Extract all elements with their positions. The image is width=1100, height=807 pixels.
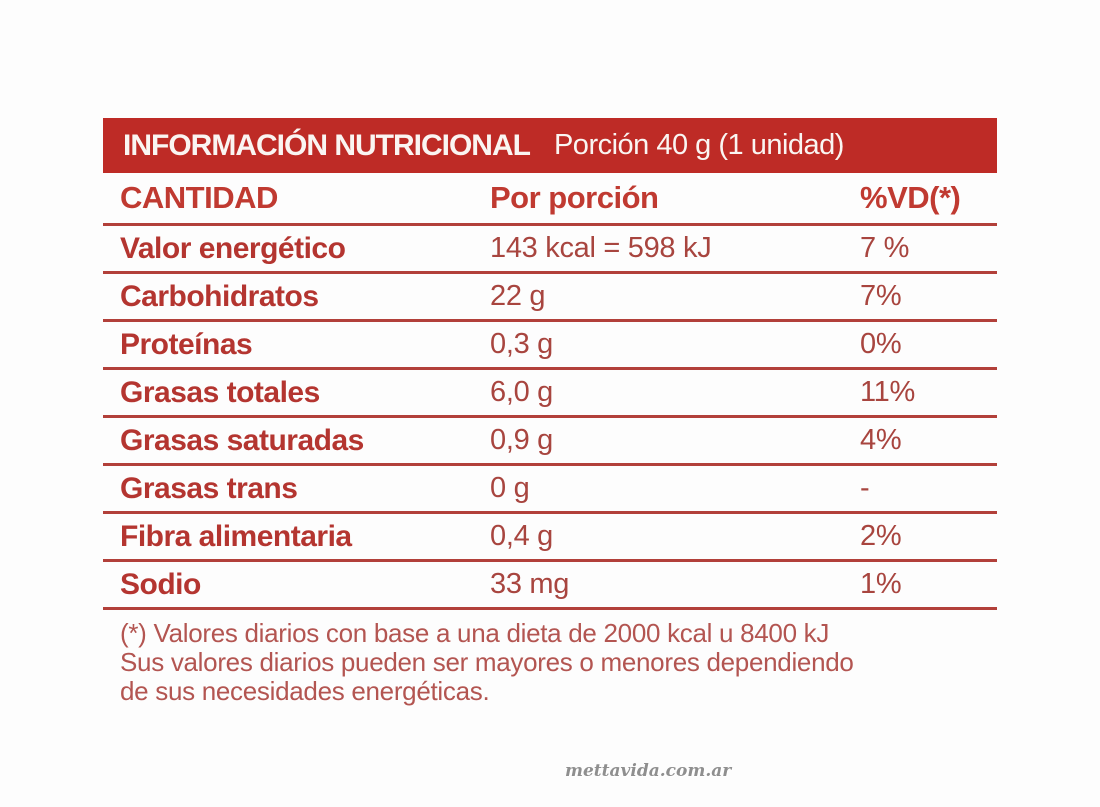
- nutrient-name: Grasas saturadas: [120, 423, 364, 457]
- nutrient-name: Valor energético: [120, 231, 346, 265]
- nutrient-row: Sodio 33 mg 1%: [103, 562, 997, 610]
- nutrient-amount: 33 mg: [490, 568, 570, 600]
- portion-size: Porción 40 g (1 unidad): [553, 129, 844, 161]
- panel-title: INFORMACIÓN NUTRICIONAL: [123, 128, 531, 162]
- nutrient-name: Sodio: [120, 567, 201, 601]
- nutrient-row: Grasas trans 0 g -: [103, 466, 997, 514]
- nutrient-daily-value: 0%: [860, 328, 902, 360]
- nutrient-name: Fibra alimentaria: [120, 519, 352, 553]
- nutrient-daily-value: 7%: [860, 280, 902, 312]
- nutrient-daily-value: -: [860, 472, 870, 504]
- nutrient-daily-value: 1%: [860, 568, 902, 600]
- column-header-por-porcion: Por porción: [490, 180, 659, 215]
- nutrient-amount: 0,4 g: [490, 520, 553, 552]
- nutrient-amount: 0 g: [490, 472, 530, 504]
- footnote: (*) Valores diarios con base a una dieta…: [103, 610, 997, 706]
- nutrient-row: Fibra alimentaria 0,4 g 2%: [103, 514, 997, 562]
- nutrient-name: Grasas totales: [120, 375, 320, 409]
- nutrient-row: Grasas totales 6,0 g 11%: [103, 370, 997, 418]
- nutrient-amount: 22 g: [490, 280, 546, 312]
- watermark: mettavida.com.ar: [565, 761, 732, 781]
- nutrient-daily-value: 4%: [860, 424, 902, 456]
- nutrient-amount: 0,9 g: [490, 424, 553, 456]
- nutrition-facts-panel: INFORMACIÓN NUTRICIONAL Porción 40 g (1 …: [103, 118, 997, 706]
- nutrient-amount: 6,0 g: [490, 376, 553, 408]
- footnote-line-1: (*) Valores diarios con base a una dieta…: [120, 618, 830, 648]
- nutrient-name: Grasas trans: [120, 471, 298, 505]
- panel-title-bar: INFORMACIÓN NUTRICIONAL Porción 40 g (1 …: [103, 118, 997, 173]
- nutrient-row: Grasas saturadas 0,9 g 4%: [103, 418, 997, 466]
- nutrient-amount: 143 kcal = 598 kJ: [490, 232, 712, 264]
- nutrient-daily-value: 2%: [860, 520, 902, 552]
- footnote-line-2: Sus valores diarios pueden ser mayores o…: [120, 647, 854, 677]
- nutrient-daily-value: 7 %: [860, 232, 910, 264]
- nutrient-daily-value: 11%: [860, 376, 915, 408]
- nutrient-name: Proteínas: [120, 327, 253, 361]
- column-header-row: CANTIDAD Por porción %VD(*): [103, 173, 997, 226]
- nutrient-row: Carbohidratos 22 g 7%: [103, 274, 997, 322]
- nutrient-row: Proteínas 0,3 g 0%: [103, 322, 997, 370]
- nutrient-name: Carbohidratos: [120, 279, 319, 313]
- column-header-vd: %VD(*): [860, 180, 961, 215]
- nutrient-row: Valor energético 143 kcal = 598 kJ 7 %: [103, 226, 997, 274]
- nutrient-amount: 0,3 g: [490, 328, 553, 360]
- nutrition-rows: Valor energético 143 kcal = 598 kJ 7 % C…: [103, 226, 997, 610]
- column-header-cantidad: CANTIDAD: [120, 180, 278, 215]
- footnote-line-3: de sus necesidades energéticas.: [120, 676, 490, 706]
